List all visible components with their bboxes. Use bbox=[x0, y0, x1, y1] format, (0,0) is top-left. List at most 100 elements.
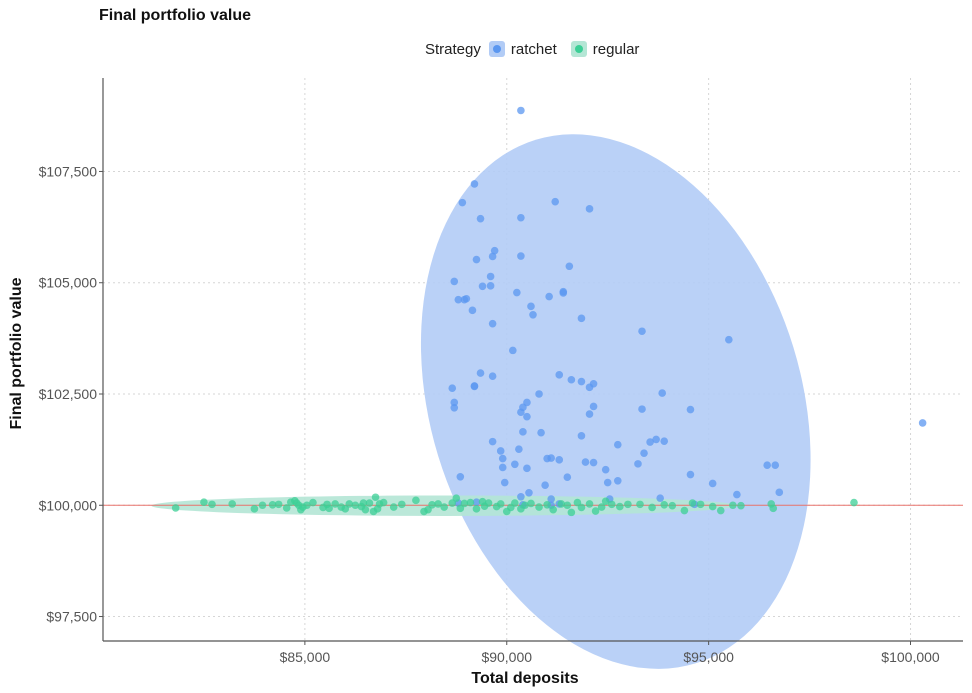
y-tick-label: $97,500 bbox=[46, 609, 97, 625]
point-regular bbox=[345, 500, 354, 508]
point-regular bbox=[258, 501, 267, 510]
point-ratchet bbox=[517, 493, 525, 501]
point-regular bbox=[688, 499, 697, 507]
point-ratchet bbox=[517, 408, 525, 417]
point-regular bbox=[668, 501, 677, 510]
legend-title: Strategy bbox=[425, 40, 481, 58]
point-regular bbox=[389, 503, 398, 511]
point-ratchet bbox=[559, 287, 568, 296]
y-tick-label: $102,500 bbox=[39, 386, 98, 402]
legend-label-ratchet: ratchet bbox=[510, 40, 557, 58]
point-ratchet bbox=[613, 440, 622, 449]
point-regular bbox=[729, 501, 737, 510]
point-regular bbox=[472, 505, 481, 513]
point-ratchet bbox=[535, 390, 543, 398]
point-ratchet bbox=[519, 428, 527, 436]
point-regular bbox=[636, 500, 644, 509]
point-ratchet bbox=[488, 372, 497, 380]
point-ratchet bbox=[589, 402, 598, 411]
point-regular bbox=[607, 500, 616, 509]
point-regular bbox=[325, 504, 333, 513]
point-ratchet bbox=[537, 428, 545, 437]
point-regular bbox=[412, 496, 420, 505]
point-ratchet bbox=[470, 180, 479, 188]
y-tick-label: $105,000 bbox=[39, 275, 98, 291]
point-regular bbox=[309, 498, 317, 507]
point-regular bbox=[466, 498, 475, 507]
point-ratchet bbox=[511, 460, 519, 469]
point-ratchet bbox=[498, 463, 507, 472]
point-ratchet bbox=[658, 389, 667, 397]
point-ratchet bbox=[581, 458, 590, 466]
point-ratchet bbox=[486, 282, 495, 290]
x-tick-label: $95,000 bbox=[683, 649, 734, 665]
point-regular bbox=[228, 500, 237, 508]
point-regular bbox=[535, 503, 543, 511]
point-regular bbox=[660, 501, 669, 509]
point-ratchet bbox=[585, 205, 594, 213]
point-regular bbox=[543, 501, 551, 509]
point-ratchet bbox=[577, 377, 586, 386]
point-ratchet bbox=[525, 488, 533, 497]
point-ratchet bbox=[498, 454, 507, 463]
point-regular bbox=[527, 499, 535, 508]
point-ratchet bbox=[640, 449, 648, 457]
point-regular bbox=[624, 500, 632, 509]
point-regular bbox=[460, 499, 469, 508]
point-regular bbox=[484, 499, 493, 507]
point-ratchet bbox=[634, 460, 642, 468]
point-ratchet bbox=[652, 435, 660, 444]
point-ratchet bbox=[468, 306, 477, 315]
point-regular bbox=[850, 498, 858, 507]
point-ratchet bbox=[450, 277, 459, 286]
point-regular bbox=[452, 494, 461, 502]
point-ratchet bbox=[547, 454, 555, 462]
point-regular bbox=[585, 500, 594, 508]
point-regular bbox=[680, 506, 689, 515]
point-ratchet bbox=[585, 383, 594, 392]
point-regular bbox=[557, 500, 566, 508]
point-regular bbox=[577, 503, 586, 512]
point-ratchet bbox=[513, 288, 521, 297]
point-ratchet bbox=[733, 490, 741, 499]
y-tick-label: $107,500 bbox=[39, 163, 98, 179]
point-regular bbox=[397, 500, 406, 509]
point-ratchet bbox=[488, 437, 497, 446]
point-regular bbox=[208, 500, 216, 509]
point-ratchet bbox=[771, 461, 780, 470]
x-axis-title: Total deposits bbox=[471, 670, 578, 687]
y-axis-title: Final portfolio value bbox=[8, 277, 25, 429]
point-regular bbox=[365, 499, 374, 507]
point-regular bbox=[496, 500, 505, 508]
point-ratchet bbox=[725, 335, 733, 344]
point-ratchet bbox=[577, 314, 586, 323]
point-ratchet bbox=[638, 327, 646, 336]
legend-label-regular: regular bbox=[592, 40, 640, 58]
point-regular bbox=[359, 499, 368, 507]
point-regular bbox=[379, 498, 388, 507]
point-regular bbox=[521, 501, 529, 510]
point-regular bbox=[171, 504, 180, 512]
point-ratchet bbox=[638, 405, 646, 413]
point-ratchet bbox=[660, 437, 669, 445]
point-ratchet bbox=[545, 292, 553, 301]
point-ratchet bbox=[656, 494, 664, 502]
point-ratchet bbox=[918, 419, 927, 427]
point-regular bbox=[591, 507, 600, 515]
point-regular bbox=[769, 504, 778, 513]
point-regular bbox=[361, 505, 370, 514]
point-ratchet bbox=[472, 498, 481, 506]
point-regular bbox=[303, 501, 311, 510]
point-ratchet bbox=[551, 197, 560, 206]
chart-title: Final portfolio value bbox=[99, 7, 252, 24]
point-regular bbox=[567, 508, 576, 517]
point-regular bbox=[601, 497, 610, 506]
point-ratchet bbox=[454, 295, 463, 304]
point-ratchet bbox=[529, 310, 537, 319]
point-ratchet bbox=[646, 438, 654, 446]
point-ratchet bbox=[517, 252, 525, 260]
point-ratchet bbox=[686, 470, 695, 479]
point-ratchet bbox=[470, 382, 479, 391]
point-ratchet bbox=[488, 319, 497, 328]
